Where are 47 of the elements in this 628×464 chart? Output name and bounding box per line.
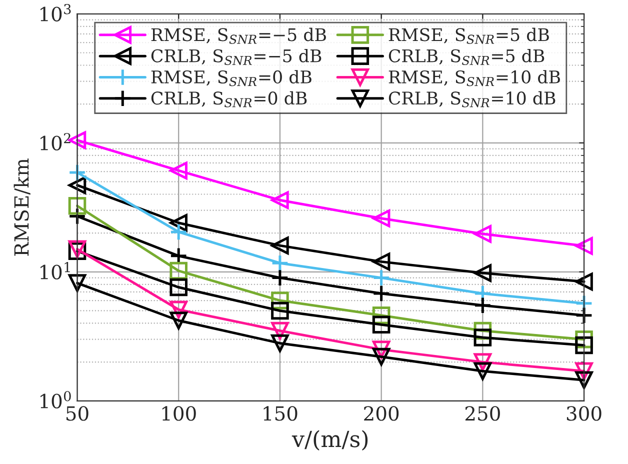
legend-label: CRLB, S$_{SNR}$=−5 dB — [151, 48, 322, 66]
y-tick-label: 10$^{3}$ — [40, 4, 71, 22]
point — [575, 237, 593, 255]
point — [170, 223, 188, 241]
point — [271, 191, 289, 210]
legend-label: CRLB, S$_{SNR}$=0 dB — [151, 91, 307, 108]
point — [372, 209, 390, 228]
point — [575, 272, 593, 291]
legend-label: RMSE, S$_{SNR}$=5 dB — [388, 28, 549, 44]
x-axis-title: v/(m/s) — [292, 430, 368, 450]
x-tick-label: 300 — [566, 406, 602, 421]
point — [575, 371, 593, 389]
legend-label: RMSE, S$_{SNR}$=−5 dB — [151, 28, 326, 44]
point — [68, 274, 86, 292]
point — [170, 278, 188, 296]
legend-label: CRLB, S$_{SNR}$=10 dB — [388, 91, 556, 108]
legend-label: RMSE, S$_{SNR}$=0 dB — [151, 70, 312, 86]
point — [271, 236, 289, 254]
point — [68, 176, 86, 194]
legend-label: RMSE, S$_{SNR}$=10 dB — [388, 70, 560, 86]
point — [271, 334, 289, 352]
y-tick-label: 10$^{2}$ — [40, 132, 70, 150]
point — [474, 328, 492, 346]
x-tick-label: 200 — [364, 406, 399, 421]
point — [474, 264, 492, 282]
x-tick-label: 150 — [264, 406, 298, 421]
point — [170, 312, 188, 330]
x-tick-label: 250 — [465, 406, 500, 421]
point — [372, 252, 390, 271]
point — [68, 164, 86, 182]
point — [68, 196, 86, 215]
x-tick-label: 100 — [162, 406, 196, 421]
point — [372, 316, 390, 334]
point — [170, 214, 188, 232]
point — [474, 225, 492, 243]
point — [474, 362, 492, 380]
point — [372, 348, 390, 366]
point — [170, 162, 188, 180]
point — [170, 262, 188, 280]
x-tick-label: 50 — [66, 406, 88, 421]
point — [271, 254, 289, 272]
point — [271, 302, 289, 320]
legend-label: CRLB, S$_{SNR}$=5 dB — [388, 48, 544, 66]
point — [575, 336, 593, 354]
y-axis-title: RMSE/km — [14, 158, 30, 256]
y-tick-label: 10$^{1}$ — [40, 262, 70, 280]
point — [372, 268, 390, 287]
